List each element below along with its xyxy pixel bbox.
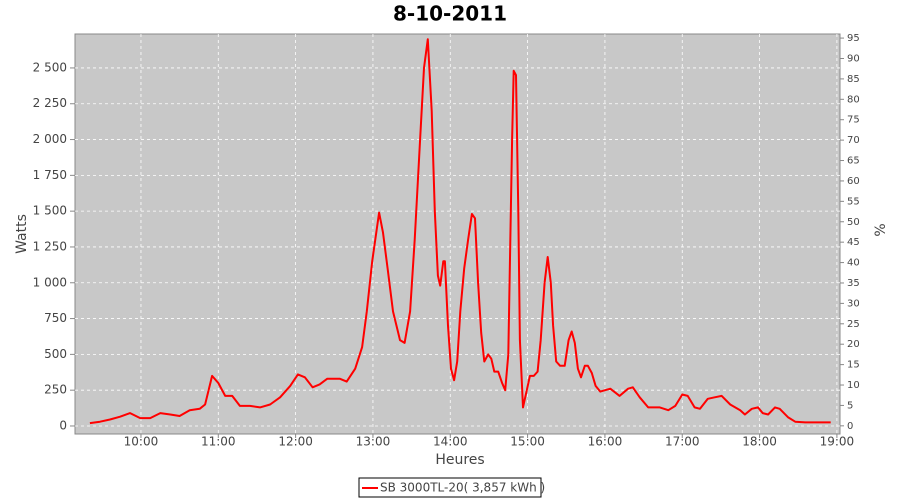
y2-tick-label: 0 <box>847 421 853 432</box>
y2-tick-label: 50 <box>847 217 860 228</box>
y2-tick-label: 90 <box>847 53 860 64</box>
y2-tick-label: 80 <box>847 94 860 105</box>
y2-tick-label: 15 <box>847 360 860 371</box>
y-tick-label: 1 250 <box>33 239 67 253</box>
y2-tick-label: 60 <box>847 176 860 187</box>
y2-tick-label: 85 <box>847 74 860 85</box>
y-tick-label: 1 000 <box>33 275 67 289</box>
x-tick-label: 14:00 <box>433 435 468 449</box>
y2-tick-label: 5 <box>847 400 853 411</box>
chart-title: 8-10-2011 <box>393 2 507 26</box>
y-tick-label: 1 500 <box>33 204 67 218</box>
x-tick-label: 19:00 <box>820 435 855 449</box>
x-tick-label: 10:00 <box>124 435 159 449</box>
y-tick-label: 0 <box>59 418 67 432</box>
y-tick-label: 250 <box>44 383 67 397</box>
y2-tick-label: 35 <box>847 278 860 289</box>
legend-label: SB 3000TL-20( 3,857 kWh ) <box>380 481 545 495</box>
x-tick-label: 16:00 <box>588 435 623 449</box>
y2-tick-label: 75 <box>847 115 860 126</box>
y-tick-label: 2 000 <box>33 132 67 146</box>
y-tick-label: 500 <box>44 347 67 361</box>
legend-box <box>358 477 542 498</box>
y2-tick-label: 70 <box>847 135 860 146</box>
x-tick-label: 12:00 <box>278 435 313 449</box>
plot-area <box>74 33 841 435</box>
y2-tick-label: 20 <box>847 339 860 350</box>
y-tick-label: 750 <box>44 311 67 325</box>
y-tick-label: 1 750 <box>33 168 67 182</box>
y2-tick-label: 55 <box>847 196 860 207</box>
x-tick-label: 18:00 <box>742 435 777 449</box>
y2-axis-label: % <box>873 223 889 236</box>
y2-tick-label: 45 <box>847 237 860 248</box>
x-tick-label: 13:00 <box>356 435 391 449</box>
y2-tick-label: 10 <box>847 380 860 391</box>
y-tick-label: 2 500 <box>33 60 67 74</box>
y2-tick-label: 65 <box>847 156 860 167</box>
y2-tick-label: 40 <box>847 258 860 269</box>
data-line <box>89 38 831 425</box>
x-tick-label: 17:00 <box>665 435 700 449</box>
y2-tick-label: 25 <box>847 319 860 330</box>
y-tick-label: 2 250 <box>33 96 67 110</box>
x-axis-label: Heures <box>435 452 484 468</box>
x-tick-label: 15:00 <box>510 435 545 449</box>
x-tick-label: 11:00 <box>201 435 236 449</box>
y2-tick-label: 95 <box>847 33 860 44</box>
y2-tick-label: 30 <box>847 298 860 309</box>
y-axis-label: Watts <box>14 214 30 254</box>
